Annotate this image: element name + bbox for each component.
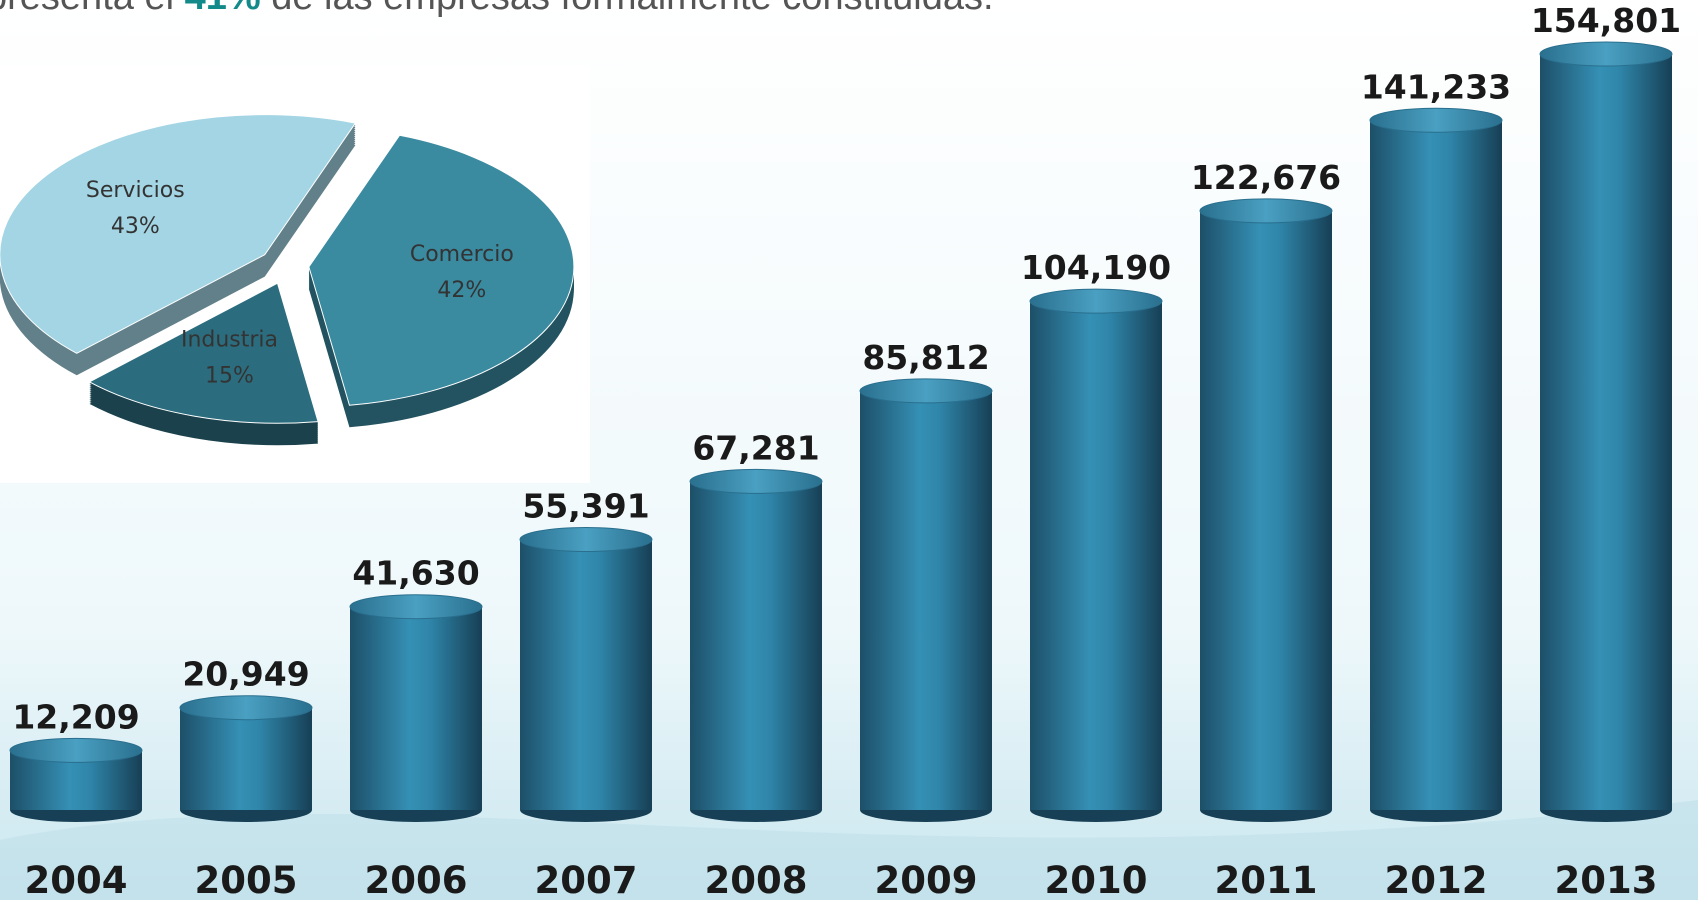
bar xyxy=(350,606,482,810)
value-label: 122,676 xyxy=(1191,158,1341,197)
x-tick-label: 2013 xyxy=(1555,859,1658,900)
bar-top xyxy=(349,594,483,620)
x-tick-label: 2006 xyxy=(365,859,468,900)
bar-top xyxy=(179,695,313,721)
pie-slice xyxy=(308,134,575,406)
x-tick-label: 2010 xyxy=(1045,859,1148,900)
x-tick-label: 2004 xyxy=(25,859,128,900)
bar xyxy=(180,707,312,810)
value-label: 85,812 xyxy=(862,338,989,377)
x-tick-label: 2009 xyxy=(875,859,978,900)
pie-value-label: 15% xyxy=(205,363,254,388)
value-label: 41,630 xyxy=(352,554,479,593)
x-tick-label: 2011 xyxy=(1215,859,1318,900)
bar-top xyxy=(1369,107,1503,133)
value-label: 67,281 xyxy=(692,428,819,467)
bar-top xyxy=(9,737,143,763)
pie-slice xyxy=(0,114,357,354)
value-label: 154,801 xyxy=(1531,1,1681,40)
value-label: 55,391 xyxy=(522,486,649,525)
x-tick-label: 2008 xyxy=(705,859,808,900)
value-label: 12,209 xyxy=(12,697,139,736)
bar-top xyxy=(1539,41,1673,67)
x-tick-label: 2007 xyxy=(535,859,638,900)
header-before: presenta el xyxy=(0,0,185,18)
bar-top xyxy=(1199,198,1333,224)
bar xyxy=(1370,120,1502,810)
bar xyxy=(1540,54,1672,810)
x-tick-label: 2012 xyxy=(1385,859,1488,900)
pie-slice xyxy=(88,282,319,424)
wave xyxy=(0,800,1698,900)
bar-top xyxy=(859,378,993,404)
pie-label: Servicios xyxy=(86,178,185,203)
value-label: 20,949 xyxy=(182,655,309,694)
pie-label: Comercio xyxy=(410,242,514,267)
bar xyxy=(690,481,822,810)
value-label: 104,190 xyxy=(1021,248,1171,287)
header-text: presenta el 41% de las empresas formalme… xyxy=(0,0,994,19)
bar xyxy=(1030,301,1162,810)
pie-value-label: 42% xyxy=(437,278,486,303)
x-tick-label: 2005 xyxy=(195,859,298,900)
pie-value-label: 43% xyxy=(111,214,160,239)
header-after: de las empresas formalmente constituidas… xyxy=(261,0,993,18)
bar-top xyxy=(1029,288,1163,314)
bar xyxy=(520,539,652,810)
bar-top xyxy=(519,526,653,552)
bar-top xyxy=(689,468,823,494)
value-label: 141,233 xyxy=(1361,67,1511,106)
header-highlight: 41% xyxy=(185,0,261,18)
bar xyxy=(860,390,992,810)
bar xyxy=(1200,210,1332,810)
pie-label: Industria xyxy=(181,327,278,352)
